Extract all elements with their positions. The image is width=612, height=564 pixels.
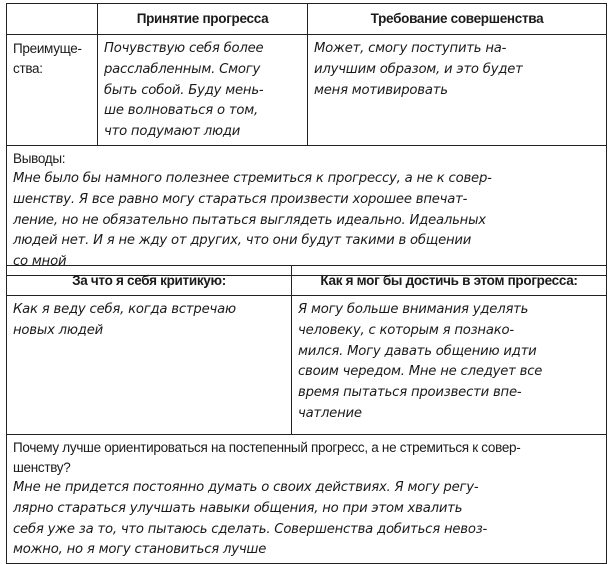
- perfection-advantages: Может, смогу поступить на- илучшим образ…: [307, 34, 607, 146]
- conclusions-row: Выводы: Мне было бы намного полезнее стр…: [6, 144, 607, 276]
- advantages-label: Преимуще- ства:: [6, 34, 98, 146]
- header-row: За что я себя критикую: Как я мог бы дос…: [6, 265, 607, 296]
- progress-text: Я могу больше внимания уделять человеку,…: [291, 295, 607, 435]
- content-row: Как я веду себя, когда встречаю новых лю…: [6, 295, 607, 435]
- criticism-progress-table: За что я себя критикую: Как я мог бы дос…: [6, 265, 607, 564]
- conclusions-text: Мне было бы намного полезнее стремиться …: [13, 170, 492, 270]
- question-cell: Почему лучше ориентироваться на постепен…: [6, 433, 607, 564]
- answer-text: Мне не придется постоянно думать о своих…: [13, 480, 488, 558]
- header-perfection: Требование совершенства: [307, 3, 607, 35]
- conclusions-cell: Выводы: Мне было бы намного полезнее стр…: [6, 144, 607, 276]
- pros-comparison-table: Принятие прогресса Требование совершенст…: [6, 3, 607, 276]
- empty-header-cell: [6, 3, 98, 35]
- header-acceptance: Принятие прогресса: [97, 3, 308, 35]
- advantages-row: Преимуще- ства: Почувствую себя более ра…: [6, 34, 607, 146]
- question-text: Почему лучше ориентироваться на постепен…: [13, 440, 521, 475]
- conclusions-label: Выводы:: [13, 150, 66, 166]
- criticism-text: Как я веду себя, когда встречаю новых лю…: [6, 295, 292, 435]
- header-criticism: За что я себя критикую:: [6, 265, 292, 296]
- question-row: Почему лучше ориентироваться на постепен…: [6, 433, 607, 564]
- header-progress: Как я мог бы достичь в этом прогресса:: [291, 265, 607, 296]
- acceptance-advantages: Почувствую себя более расслабленным. Смо…: [97, 34, 308, 146]
- header-row: Принятие прогресса Требование совершенст…: [6, 3, 607, 35]
